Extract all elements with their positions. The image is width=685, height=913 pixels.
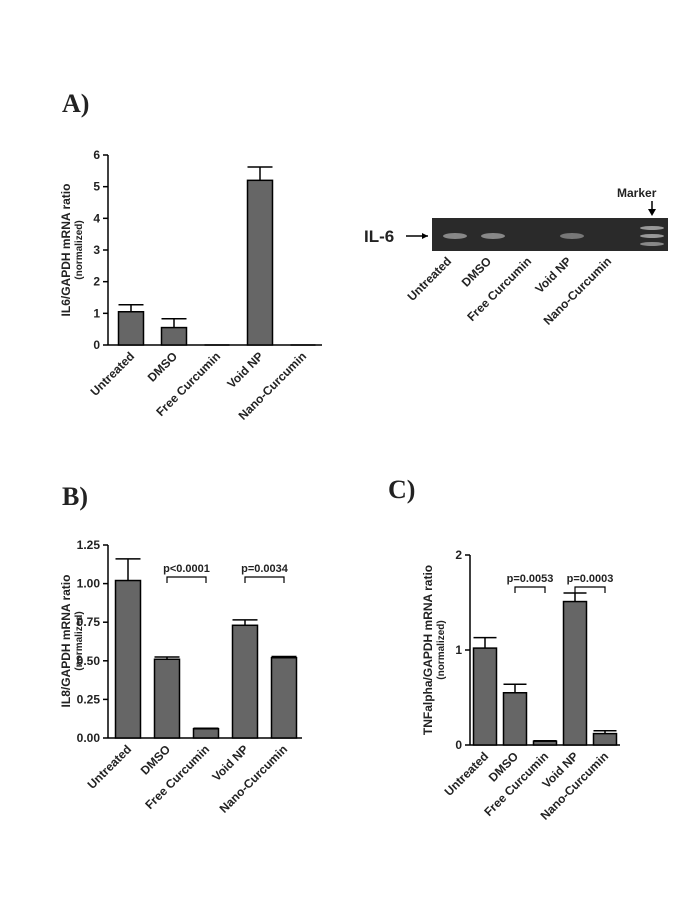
error-bar (563, 592, 587, 602)
y-tick-label: 1.25 (77, 538, 101, 552)
x-tick-label: DMSO (138, 742, 173, 777)
gel-marker-band (640, 226, 664, 230)
y-axis-label: IL6/GAPDH mRNA ratio (59, 184, 73, 317)
y-tick-label: 0 (93, 338, 100, 352)
arrowhead (648, 209, 656, 216)
gel-marker-band (640, 242, 664, 246)
error-bar (161, 317, 187, 328)
y-axis-sublabel: (normalized) (436, 620, 447, 679)
y-axis-sublabel: (normalized) (74, 220, 85, 279)
y-axis-sublabel: (normalized) (74, 611, 85, 670)
significance-bracket (574, 586, 606, 593)
bar (532, 740, 558, 746)
panel-label: B) (62, 482, 88, 511)
bar (562, 600, 588, 746)
lane-label: Nano-Curcumin (541, 254, 615, 328)
bar (192, 727, 220, 739)
error-bar (154, 656, 180, 660)
lane-label: Untreated (405, 254, 455, 304)
panel-label: A) (62, 89, 89, 118)
y-tick-label: 2 (455, 548, 462, 562)
bar (114, 579, 142, 739)
gel-band (560, 233, 584, 239)
p-value: p=0.0053 (507, 573, 554, 585)
error-bar (473, 636, 497, 649)
y-tick-label: 1 (455, 643, 462, 657)
y-tick-label: 0.50 (77, 654, 101, 668)
error-bar (232, 619, 258, 626)
gel-image (432, 218, 668, 251)
bar (472, 647, 498, 746)
y-tick-label: 0 (455, 738, 462, 752)
gel-marker-label: Marker (617, 186, 657, 200)
y-tick-label: 5 (93, 180, 100, 194)
x-tick-label: Untreated (85, 742, 135, 792)
gel-band-label: IL-6 (364, 227, 394, 246)
significance-bracket (244, 576, 285, 583)
y-tick-label: 1 (93, 306, 100, 320)
y-tick-label: 1.00 (77, 577, 101, 591)
significance-bracket (514, 586, 546, 593)
x-tick-label: Untreated (442, 749, 492, 799)
gel-marker-band (640, 234, 664, 238)
significance-bracket (166, 576, 207, 583)
bar (246, 179, 274, 346)
error-bar (118, 304, 144, 312)
x-tick-label: DMSO (145, 349, 180, 384)
arrowhead (422, 233, 428, 239)
error-bar (247, 166, 273, 181)
bar (270, 656, 298, 739)
panel-label: C) (388, 475, 415, 504)
y-tick-label: 4 (93, 211, 100, 225)
p-value: p=0.0003 (567, 573, 614, 585)
bar (231, 624, 259, 739)
y-tick-label: 6 (93, 148, 100, 162)
bar (502, 692, 528, 746)
x-tick-label: Nano-Curcumin (217, 742, 291, 816)
x-tick-label: Void NP (224, 349, 266, 391)
y-tick-label: 0.00 (77, 731, 101, 745)
y-tick-label: 3 (93, 243, 100, 257)
y-tick-label: 0.25 (77, 692, 101, 706)
p-value: p<0.0001 (163, 563, 210, 575)
error-bar (503, 683, 527, 693)
y-tick-label: 0.75 (77, 615, 101, 629)
y-tick-label: 2 (93, 275, 100, 289)
bar (117, 311, 145, 346)
x-tick-label: Untreated (88, 349, 138, 399)
error-bar (271, 655, 297, 658)
gel-band (481, 233, 505, 239)
lane-label: DMSO (459, 254, 494, 289)
bar (153, 658, 181, 739)
bar (592, 732, 618, 746)
error-bar (593, 730, 617, 734)
y-axis-label: IL8/GAPDH mRNA ratio (59, 575, 73, 708)
error-bar (115, 558, 141, 581)
p-value: p=0.0034 (241, 563, 289, 575)
y-axis-label: TNFalpha/GAPDH mRNA ratio (421, 565, 435, 735)
gel-band (443, 233, 467, 239)
bar (160, 326, 188, 346)
